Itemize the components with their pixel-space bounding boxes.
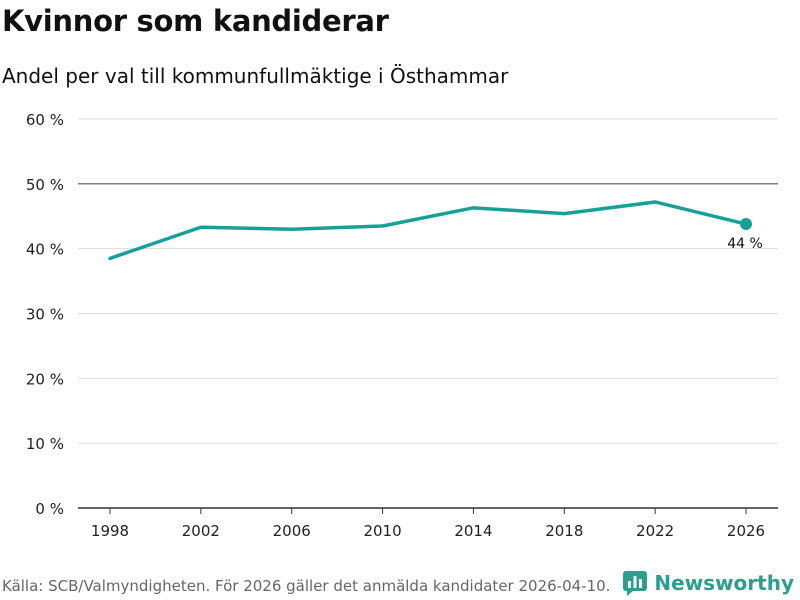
- source-note: Källa: SCB/Valmyndigheten. För 2026 gäll…: [2, 577, 611, 595]
- chart-title: Kvinnor som kandiderar: [2, 4, 389, 38]
- x-tick-label: 2010: [363, 522, 401, 540]
- chart-subtitle: Andel per val till kommunfullmäktige i Ö…: [2, 64, 509, 88]
- x-tick-label: 2014: [454, 522, 492, 540]
- newsworthy-logo[interactable]: Newsworthy: [622, 570, 794, 596]
- grid-lines: [78, 118, 778, 509]
- y-tick-label: 50 %: [26, 176, 64, 194]
- y-tick-label: 10 %: [26, 435, 64, 453]
- x-axis-ticks: 1998 2002 2006 2010 2014 2018 2022 2026: [91, 508, 765, 540]
- last-point-label: 44 %: [727, 236, 763, 252]
- x-tick-label: 2022: [636, 522, 674, 540]
- series-line: [108, 200, 748, 261]
- series-lines: [108, 200, 748, 261]
- logo-text: Newsworthy: [654, 571, 794, 595]
- y-tick-label: 20 %: [26, 370, 64, 388]
- x-tick-label: 2018: [545, 522, 583, 540]
- last-point-marker[interactable]: [740, 218, 752, 231]
- bar-chart-icon: [623, 571, 648, 596]
- x-tick-label: 2026: [727, 522, 765, 540]
- y-tick-label: 0 %: [35, 500, 64, 518]
- x-tick-label: 2006: [273, 522, 311, 540]
- x-tick-label: 1998: [91, 522, 129, 540]
- y-tick-label: 60 %: [26, 111, 64, 129]
- y-tick-label: 40 %: [26, 241, 64, 259]
- x-tick-label: 2002: [182, 522, 220, 540]
- data-points: 44 %: [727, 218, 763, 252]
- y-tick-label: 30 %: [26, 306, 64, 324]
- y-axis-ticks: 0 % 10 % 20 % 30 % 40 % 50 % 60 %: [26, 111, 64, 518]
